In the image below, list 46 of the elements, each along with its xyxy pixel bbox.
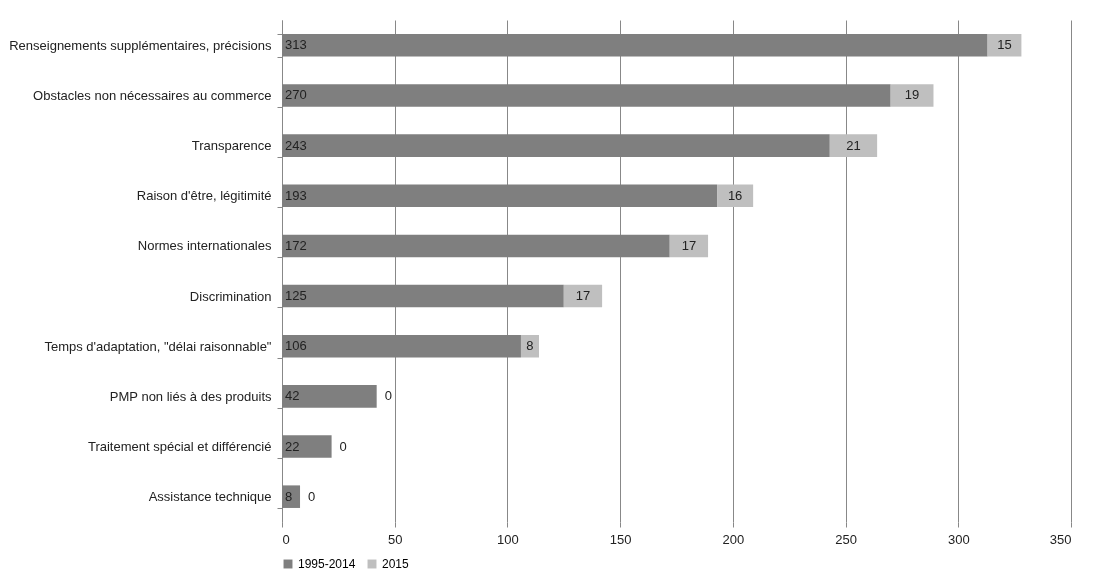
data-label: 106	[285, 338, 307, 354]
data-label: 243	[285, 137, 307, 153]
y-tick-label: Temps d'adaptation, "délai raisonnable"	[44, 338, 272, 354]
bar	[563, 284, 603, 308]
data-label: 125	[285, 288, 307, 304]
x-tick-label: 150	[609, 531, 632, 547]
data-label: 0	[384, 388, 392, 404]
legend-label: 1995-2014	[298, 557, 356, 571]
x-tick-label: 300	[947, 531, 970, 547]
data-label: 22	[285, 438, 300, 454]
data-label: 0	[339, 438, 347, 454]
x-tick-label: 350	[1049, 531, 1072, 547]
data-label: 16	[727, 187, 743, 203]
y-tick-label: PMP non liés à des produits	[109, 388, 272, 404]
x-tick-label: 200	[722, 531, 745, 547]
x-tick-label: 100	[497, 531, 519, 547]
y-tick-label: Renseignements supplémentaires, précisions	[9, 37, 272, 53]
data-label: 15	[997, 37, 1012, 53]
bar	[890, 84, 934, 107]
data-label: 270	[285, 87, 307, 103]
data-label: 172	[285, 237, 307, 253]
y-tick-label: Normes internationales	[137, 238, 272, 254]
x-tick-label: 0	[282, 531, 290, 547]
y-tick-label: Discrimination	[189, 288, 272, 304]
data-label: 313	[285, 37, 307, 53]
data-label: 8	[526, 338, 534, 354]
legend-label: 2015	[382, 557, 410, 571]
data-label: 21	[846, 137, 861, 153]
data-label: 17	[575, 288, 591, 304]
y-tick-label: Raison d'être, légitimité	[136, 188, 272, 204]
data-label: 42	[285, 388, 300, 404]
data-label: 0	[308, 488, 316, 504]
data-label: 193	[285, 187, 307, 203]
y-tick-label: Traitement spécial et différencié	[87, 439, 272, 455]
bar	[987, 34, 1022, 57]
data-label: 17	[681, 237, 697, 253]
x-tick-label: 250	[835, 531, 857, 547]
data-label: 8	[285, 488, 293, 504]
x-tick-label: 50	[387, 531, 403, 547]
y-tick-label: Assistance technique	[148, 489, 272, 505]
data-label: 19	[904, 87, 920, 103]
bar	[669, 234, 709, 258]
y-tick-label: Transparence	[191, 138, 272, 154]
bar	[717, 184, 754, 208]
bar	[829, 134, 878, 157]
y-tick-label: Obstacles non nécessaires au commerce	[33, 87, 272, 103]
